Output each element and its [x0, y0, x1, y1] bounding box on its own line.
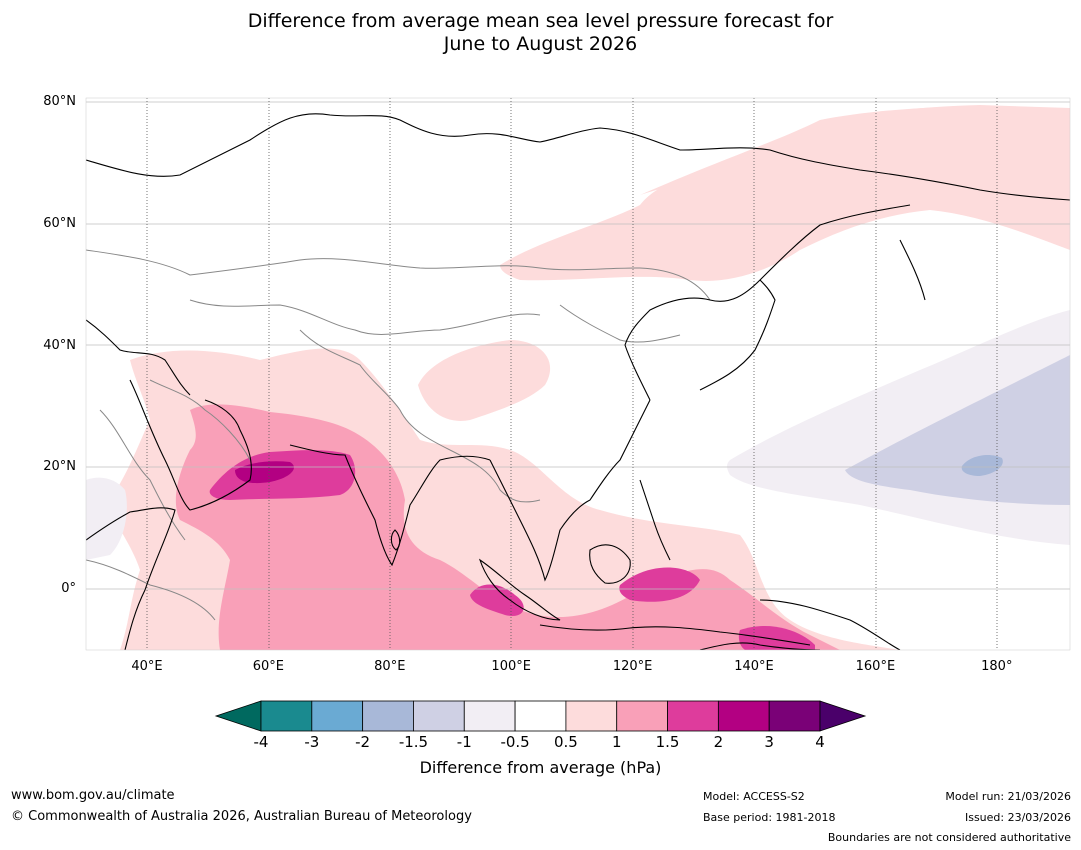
- coastline-japan: [699, 279, 776, 391]
- colorbar: [214, 700, 867, 732]
- lon-tick-label: 160°E: [855, 659, 896, 674]
- footer-base-period: Base period: 1981-2018: [703, 811, 836, 824]
- lon-tick-label: 100°E: [491, 659, 531, 674]
- lon-tick-label: 120°E: [612, 659, 653, 674]
- coastline-sri-lanka: [390, 529, 401, 551]
- footer-disclaimer: Boundaries are not considered authoritat…: [827, 831, 1071, 844]
- lat-gridlines: [86, 101, 1070, 590]
- anomaly-region-magenta-indonesia: [619, 567, 700, 602]
- colorbar-swatch: [362, 700, 414, 732]
- colorbar-swatch: [260, 700, 313, 732]
- footer-copyright: © Commonwealth of Australia 2026, Austra…: [11, 809, 472, 824]
- lon-tick-label: 60°E: [252, 659, 285, 674]
- anomaly-shading: [86, 105, 1070, 650]
- coastline-northern-australia: [699, 642, 821, 650]
- footer-url[interactable]: www.bom.gov.au/climate: [11, 788, 175, 803]
- colorbar-swatch: [463, 700, 516, 732]
- lat-tick-label: 0°: [61, 581, 76, 596]
- colorbar-swatch: [768, 700, 821, 732]
- footer-model: Model: ACCESS-S2: [703, 790, 805, 803]
- colorbar-tick-label: -3: [304, 733, 320, 751]
- map-panel: [85, 97, 1071, 651]
- colorbar-tick-label: -2: [355, 733, 371, 751]
- colorbar-tick-label: 1: [611, 733, 622, 751]
- colorbar-under-arrow: [214, 700, 262, 732]
- colorbar-swatch: [565, 700, 618, 732]
- anomaly-region-blue-pacific-core: [961, 454, 1003, 476]
- colorbar-tick-label: 1.5: [655, 733, 680, 751]
- colorbar-tick-label: -0.5: [500, 733, 530, 751]
- coastline-china-east: [624, 204, 911, 401]
- colorbar-tick-label: -1: [456, 733, 472, 751]
- colorbar-swatch: [667, 700, 719, 732]
- lon-tick-label: 180°: [981, 659, 1013, 674]
- coastlines: [86, 113, 1070, 650]
- anomaly-region-lavender-africa: [86, 477, 127, 560]
- colorbar-tick-label: 4: [815, 733, 825, 751]
- coastline-sumatra: [478, 558, 561, 621]
- coastline-europe-med: [86, 319, 191, 396]
- coastline-india: [289, 444, 491, 567]
- anomaly-region-bluegrey-pacific: [845, 355, 1070, 505]
- lon-tick-label: 40°E: [131, 659, 163, 674]
- anomaly-region-light-pink-tibet: [418, 340, 551, 421]
- map-title-line-2: June to August 2026: [443, 33, 638, 55]
- coastline-arabia: [129, 379, 252, 511]
- colorbar-tick-label: -4: [253, 733, 269, 751]
- anomaly-region-magenta-sumatra: [470, 584, 524, 616]
- lat-tick-label: 40°N: [43, 337, 76, 353]
- country-boundaries: [86, 249, 711, 621]
- lat-tick-label: 20°N: [43, 459, 76, 475]
- coastline-java-islands: [539, 624, 811, 646]
- footer-model-run: Model run: 21/03/2026: [945, 790, 1071, 803]
- coastline-new-guinea: [759, 599, 901, 650]
- coastline-borneo: [589, 544, 631, 584]
- colorbar-tick-label: 3: [764, 733, 774, 751]
- colorbar-tick-label: -1.5: [398, 733, 429, 751]
- colorbar-swatch: [413, 700, 465, 732]
- lon-tick-label: 80°E: [374, 659, 406, 674]
- colorbar-over-arrow: [819, 700, 867, 732]
- colorbar-swatch: [311, 700, 364, 732]
- colorbar-swatch: [514, 700, 567, 732]
- lat-tick-label: 80°N: [43, 94, 76, 110]
- coastline-philippines: [639, 479, 671, 561]
- map-frame: [85, 97, 1071, 651]
- lat-tick-label: 60°N: [43, 215, 76, 231]
- colorbar-label: Difference from average (hPa): [419, 758, 662, 777]
- lon-tick-label: 140°E: [734, 659, 774, 674]
- coastline-kamchatka: [899, 239, 926, 301]
- colorbar-tick-label: 0.5: [553, 733, 578, 751]
- anomaly-region-light-pink-top-strip: [640, 106, 1070, 195]
- map-title-line-1: Difference from average mean sea level p…: [247, 10, 834, 32]
- colorbar-tick-label: 2: [713, 733, 724, 751]
- colorbar-swatch: [717, 700, 770, 732]
- colorbar-swatch: [616, 700, 668, 732]
- footer-issued: Issued: 23/03/2026: [964, 811, 1071, 824]
- lon-gridlines: [146, 98, 998, 650]
- coastline-arctic: [86, 113, 1070, 201]
- coastline-africa-horn: [86, 507, 176, 650]
- coastline-southeast-asia: [489, 399, 651, 582]
